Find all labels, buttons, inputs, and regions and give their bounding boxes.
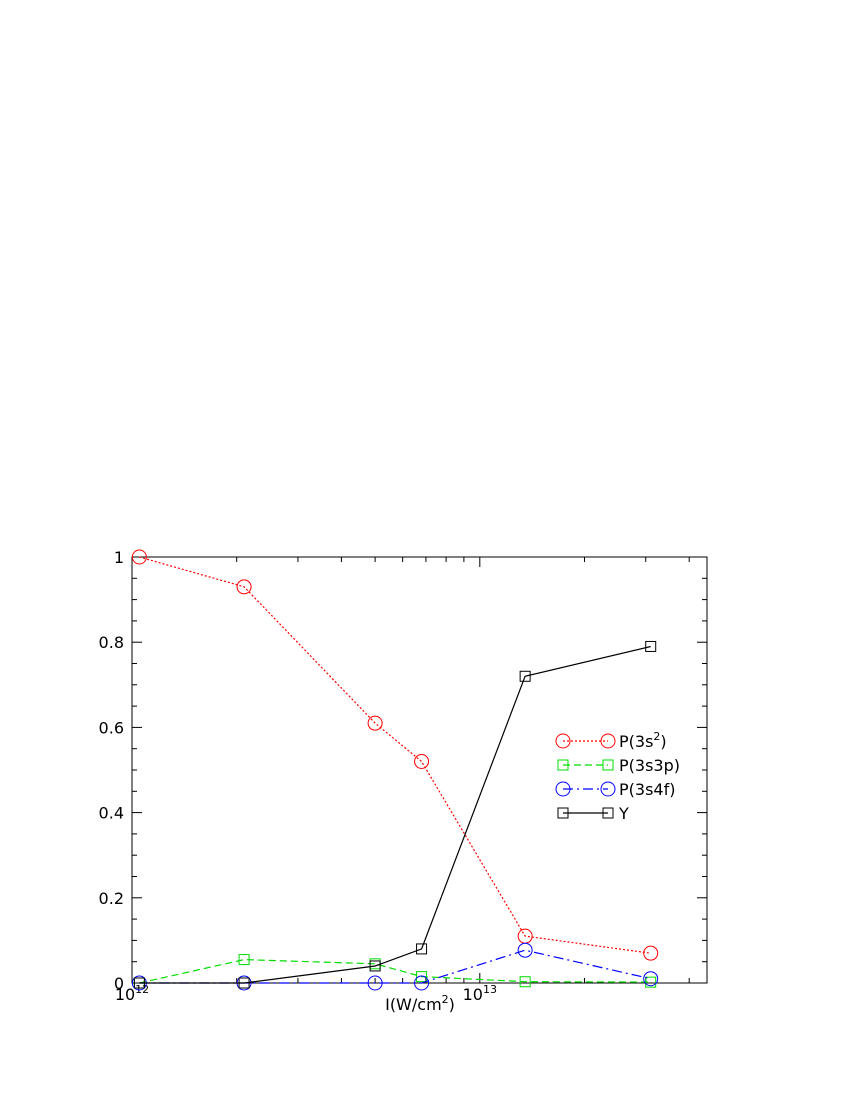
data-point — [238, 954, 250, 966]
legend-marker — [600, 733, 616, 749]
series-layer — [131, 549, 659, 991]
y-tick-label: 0.2 — [99, 889, 124, 908]
data-point — [416, 943, 428, 955]
legend-marker — [555, 781, 571, 797]
data-point — [414, 975, 430, 991]
legend-marker — [557, 759, 569, 771]
legend-marker — [600, 781, 616, 797]
data-point — [643, 971, 659, 987]
axis-ticks — [131, 556, 707, 984]
data-point — [131, 549, 147, 565]
data-point — [645, 640, 657, 652]
legend-entry: P(3s3p) — [557, 756, 680, 775]
data-point — [236, 579, 252, 595]
data-point — [414, 753, 430, 769]
legend-entry: P(3s2) — [555, 730, 667, 751]
series-0 — [131, 549, 659, 961]
legend: P(3s2) P(3s3p) P(3s4f) Y — [555, 730, 680, 823]
data-point — [133, 977, 145, 989]
legend-marker — [602, 759, 614, 771]
data-point — [517, 942, 533, 958]
series-line — [139, 949, 651, 984]
legend-marker — [555, 733, 571, 749]
x-tick-label: 1013 — [463, 983, 497, 1004]
data-point — [519, 976, 531, 988]
series-3 — [133, 640, 657, 989]
legend-entry: P(3s4f) — [555, 780, 675, 799]
legend-label: P(3s4f) — [619, 780, 675, 799]
y-tick-label: 0.8 — [99, 633, 124, 652]
series-line — [139, 958, 651, 984]
legend-marker — [557, 807, 569, 819]
data-point — [238, 977, 250, 989]
data-point — [369, 960, 381, 972]
y-tick-label: 0 — [114, 974, 124, 993]
data-point — [519, 670, 531, 682]
data-point — [645, 976, 657, 988]
x-axis-label: I(W/cm2) — [385, 993, 455, 1014]
series-line — [139, 645, 651, 984]
series-line — [139, 556, 651, 954]
y-tick-label: 0.4 — [99, 804, 124, 823]
y-tick-label: 0.6 — [99, 718, 124, 737]
y-tick-label: 1 — [114, 548, 124, 567]
legend-entry: Y — [557, 804, 629, 823]
legend-label: P(3s3p) — [619, 756, 680, 775]
y-tick-labels: 0 0.2 0.4 0.6 0.8 1 — [99, 548, 124, 993]
data-point — [416, 971, 428, 983]
data-point — [643, 945, 659, 961]
legend-marker — [602, 807, 614, 819]
legend-label: P(3s2) — [619, 730, 667, 751]
data-point — [367, 715, 383, 731]
data-point — [367, 975, 383, 991]
legend-label: Y — [618, 804, 629, 823]
